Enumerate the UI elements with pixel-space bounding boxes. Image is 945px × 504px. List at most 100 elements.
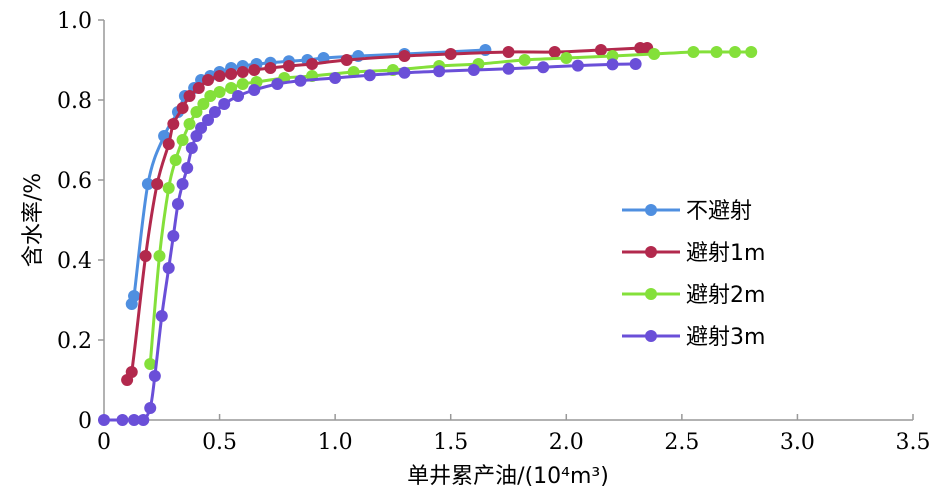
series-2 [121, 42, 654, 386]
data-point [202, 74, 215, 86]
data-point [282, 60, 295, 72]
data-point [171, 198, 184, 210]
legend-label: 避射3m [686, 325, 765, 350]
x-tick-label: 1.5 [433, 430, 468, 455]
data-point [248, 84, 261, 96]
data-point [710, 46, 723, 58]
data-point [162, 262, 175, 274]
data-point [181, 162, 194, 174]
data-point [183, 118, 196, 130]
y-tick-label: 0 [78, 409, 92, 434]
x-tick-label: 0.5 [202, 430, 237, 455]
x-axis-title: 单井累产油/(10⁴m³) [407, 464, 609, 489]
data-point [729, 46, 742, 58]
data-point [398, 50, 411, 62]
series-1 [125, 44, 492, 310]
data-point [98, 414, 110, 426]
data-point [518, 54, 531, 66]
data-point [398, 66, 411, 79]
legend-marker [645, 204, 657, 216]
plot-area: 0 0.5 1.0 1.5 2.0 2.5 3.0 3.5 0 0.2 0.4 0.6 0.8 1.0 [57, 9, 931, 455]
data-point [629, 58, 642, 70]
data-point [571, 59, 584, 72]
y-tick-label: 0.2 [57, 329, 92, 354]
data-point [606, 58, 619, 71]
data-point [190, 106, 203, 118]
data-point [169, 154, 182, 166]
data-point [148, 370, 161, 382]
series-layer [98, 42, 758, 426]
data-point [560, 52, 573, 64]
series-4 [98, 58, 642, 426]
data-point [594, 44, 607, 56]
data-point [185, 142, 198, 154]
data-point [502, 46, 515, 58]
data-point [128, 290, 141, 302]
data-point [548, 46, 561, 58]
data-point [236, 66, 249, 78]
data-point [208, 106, 221, 118]
data-point [745, 46, 758, 58]
data-point [232, 90, 245, 102]
data-point [167, 118, 180, 130]
data-point [218, 98, 231, 110]
data-point [128, 414, 141, 426]
data-point [176, 178, 189, 190]
legend-item: 避射3m [622, 325, 765, 350]
data-point [155, 310, 168, 322]
data-point [306, 58, 319, 70]
data-point [202, 114, 215, 126]
data-point [271, 78, 284, 90]
data-point [294, 74, 307, 87]
data-point [225, 82, 238, 94]
data-point [687, 46, 700, 58]
y-tick-label: 0.6 [57, 169, 92, 194]
x-tick-label: 3.5 [896, 430, 931, 455]
data-point [141, 178, 154, 190]
data-point [329, 72, 342, 84]
legend-item: 避射1m [622, 241, 765, 266]
legend-item: 避射2m [622, 283, 765, 308]
data-point [176, 134, 189, 146]
data-point [264, 62, 277, 74]
y-tick-label: 1.0 [57, 9, 92, 34]
data-point [192, 82, 205, 94]
legend-label: 避射1m [686, 241, 765, 266]
data-point [153, 250, 166, 262]
data-point [248, 64, 261, 76]
data-point [151, 178, 164, 190]
y-tick-label: 0.8 [57, 89, 92, 114]
legend-marker [645, 288, 657, 300]
data-point [236, 78, 249, 90]
data-point [195, 122, 208, 134]
data-point [204, 90, 217, 102]
data-point [648, 48, 661, 60]
data-point [213, 70, 226, 82]
data-point [213, 86, 226, 98]
data-point [144, 358, 157, 370]
data-point [467, 64, 480, 76]
legend-label: 不避射 [686, 199, 752, 224]
data-point [363, 69, 376, 82]
legend-item: 不避射 [622, 199, 752, 224]
y-axis-title: 含水率/% [21, 173, 46, 267]
data-point [502, 62, 515, 75]
data-point [225, 68, 238, 80]
legend-label: 避射2m [686, 283, 765, 308]
data-point [340, 54, 353, 66]
y-tick-label: 0.4 [57, 249, 92, 274]
data-point [167, 230, 180, 242]
series-line [103, 62, 636, 423]
data-point [162, 182, 175, 194]
data-point [197, 98, 210, 110]
legend-marker [645, 246, 657, 258]
x-tick-label: 1.0 [318, 430, 353, 455]
x-tick-label: 2.5 [664, 430, 699, 455]
y-axis-ticks: 0 0.2 0.4 0.6 0.8 1.0 [57, 9, 104, 434]
data-point [537, 61, 550, 74]
data-point [433, 65, 446, 78]
data-point [139, 250, 152, 262]
data-point [606, 50, 619, 62]
